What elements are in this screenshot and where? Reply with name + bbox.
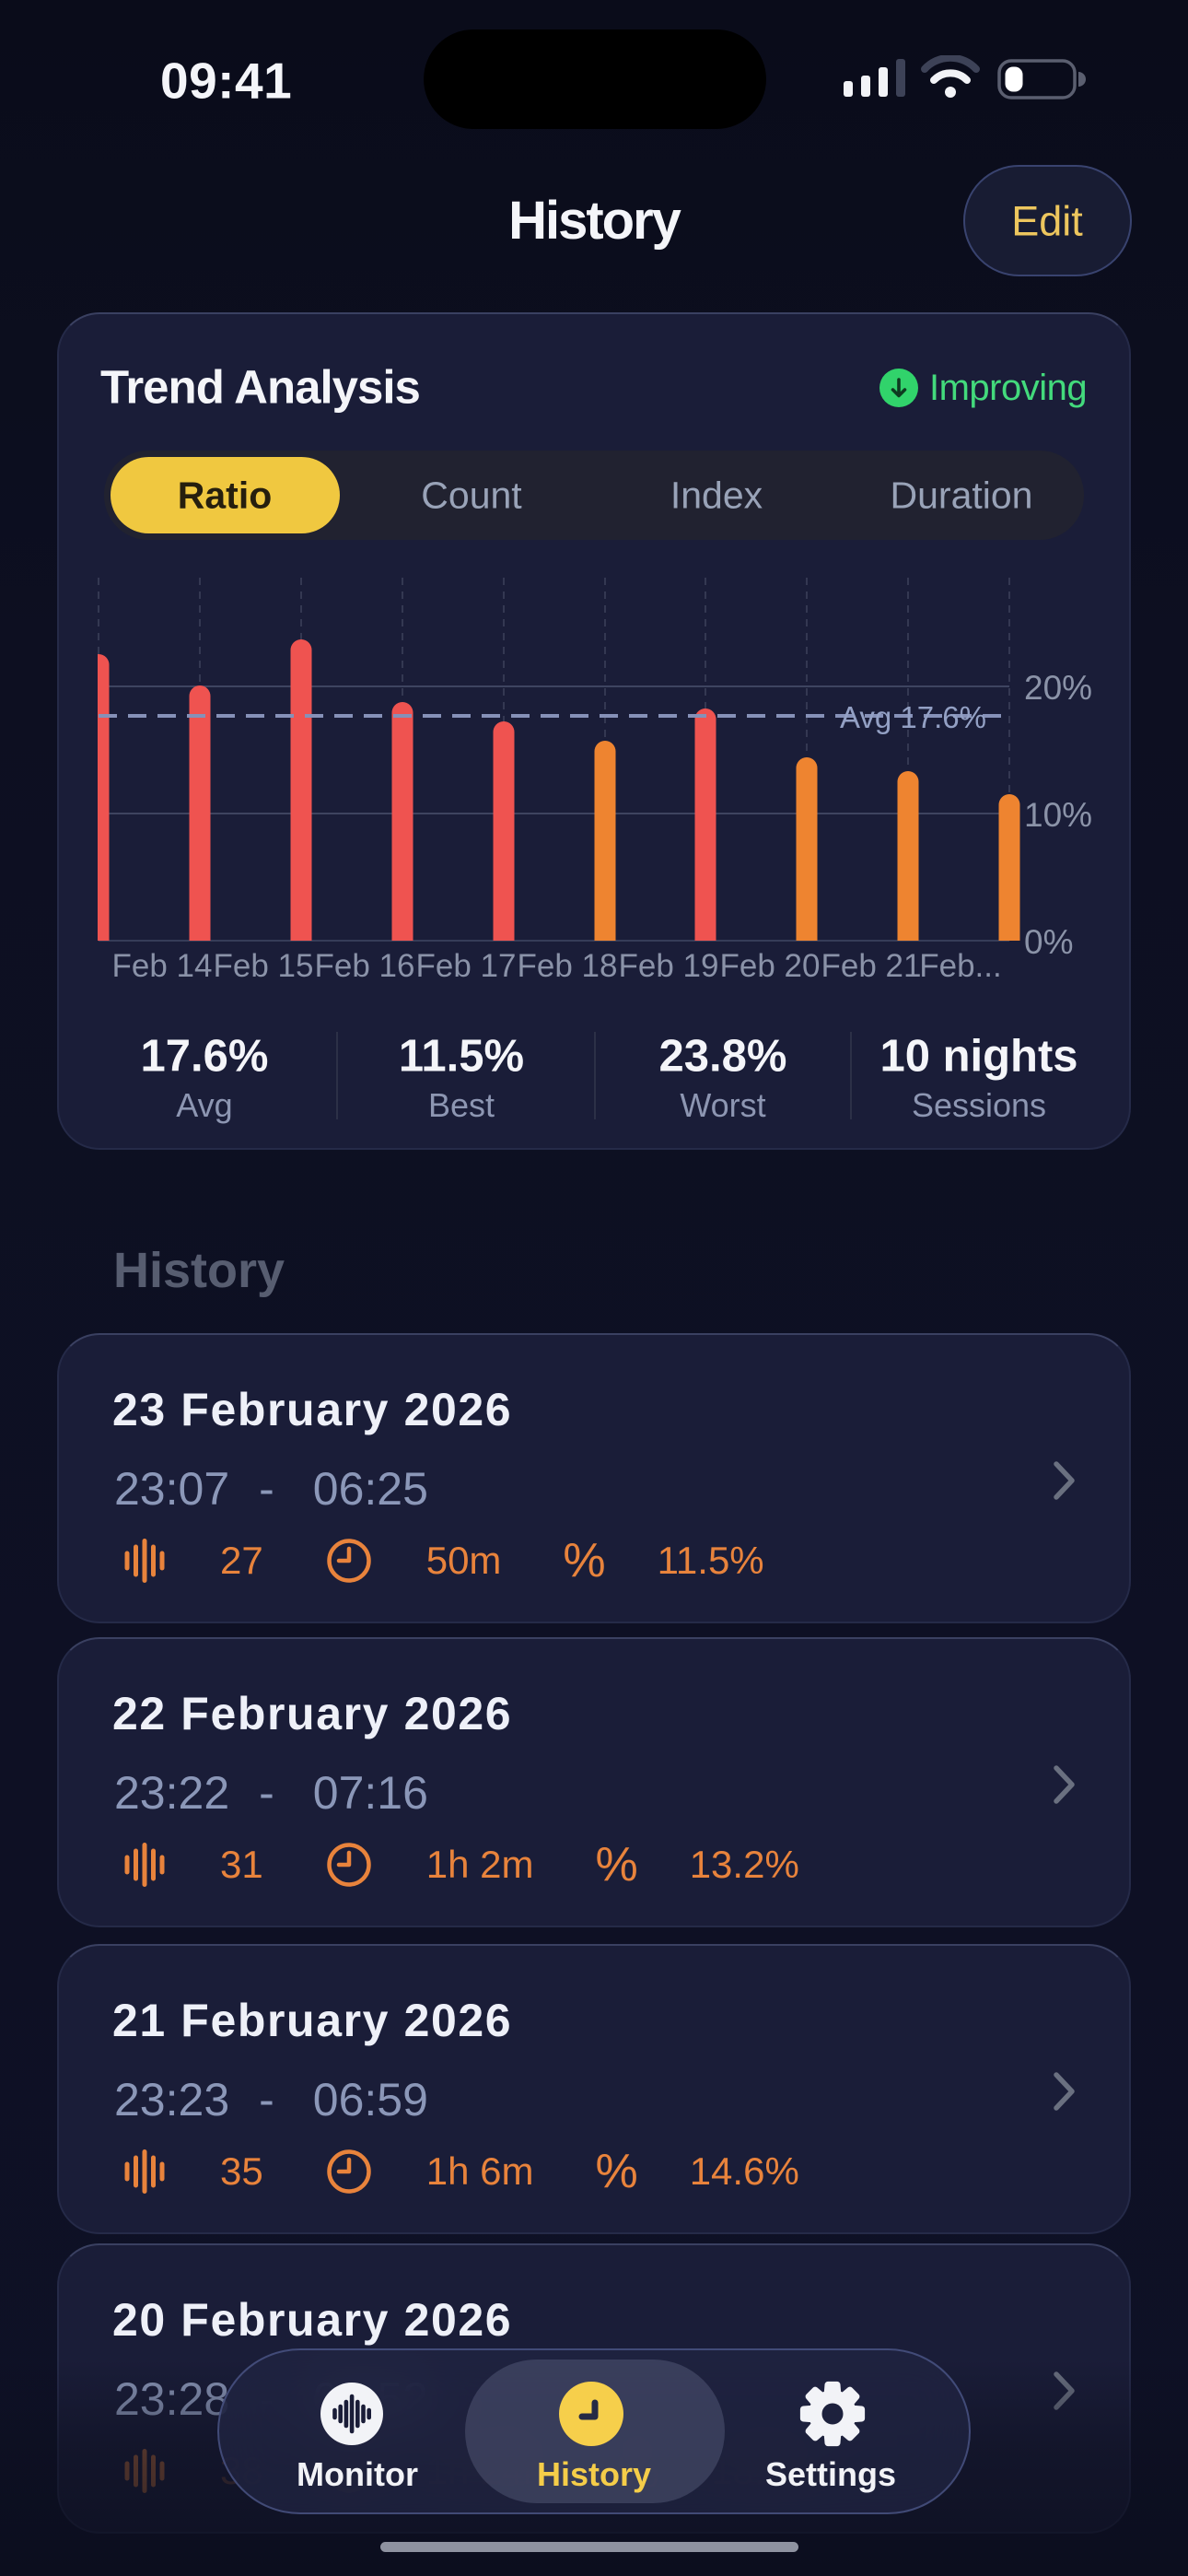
svg-text:Feb...: Feb...	[919, 948, 1001, 984]
svg-text:Feb 15: Feb 15	[214, 948, 314, 984]
svg-text:Feb 19: Feb 19	[619, 948, 719, 984]
svg-text:Feb 14: Feb 14	[112, 948, 213, 984]
svg-text:Feb 16: Feb 16	[315, 948, 415, 984]
svg-text:20%: 20%	[1024, 669, 1092, 707]
svg-text:Avg 17.6%: Avg 17.6%	[840, 700, 986, 734]
svg-text:Feb 21: Feb 21	[821, 948, 922, 984]
svg-text:Feb 18: Feb 18	[518, 948, 618, 984]
svg-text:10%: 10%	[1024, 796, 1092, 834]
svg-text:0%: 0%	[1024, 923, 1073, 961]
svg-text:Feb 20: Feb 20	[720, 948, 821, 984]
svg-text:Feb 17: Feb 17	[416, 948, 517, 984]
